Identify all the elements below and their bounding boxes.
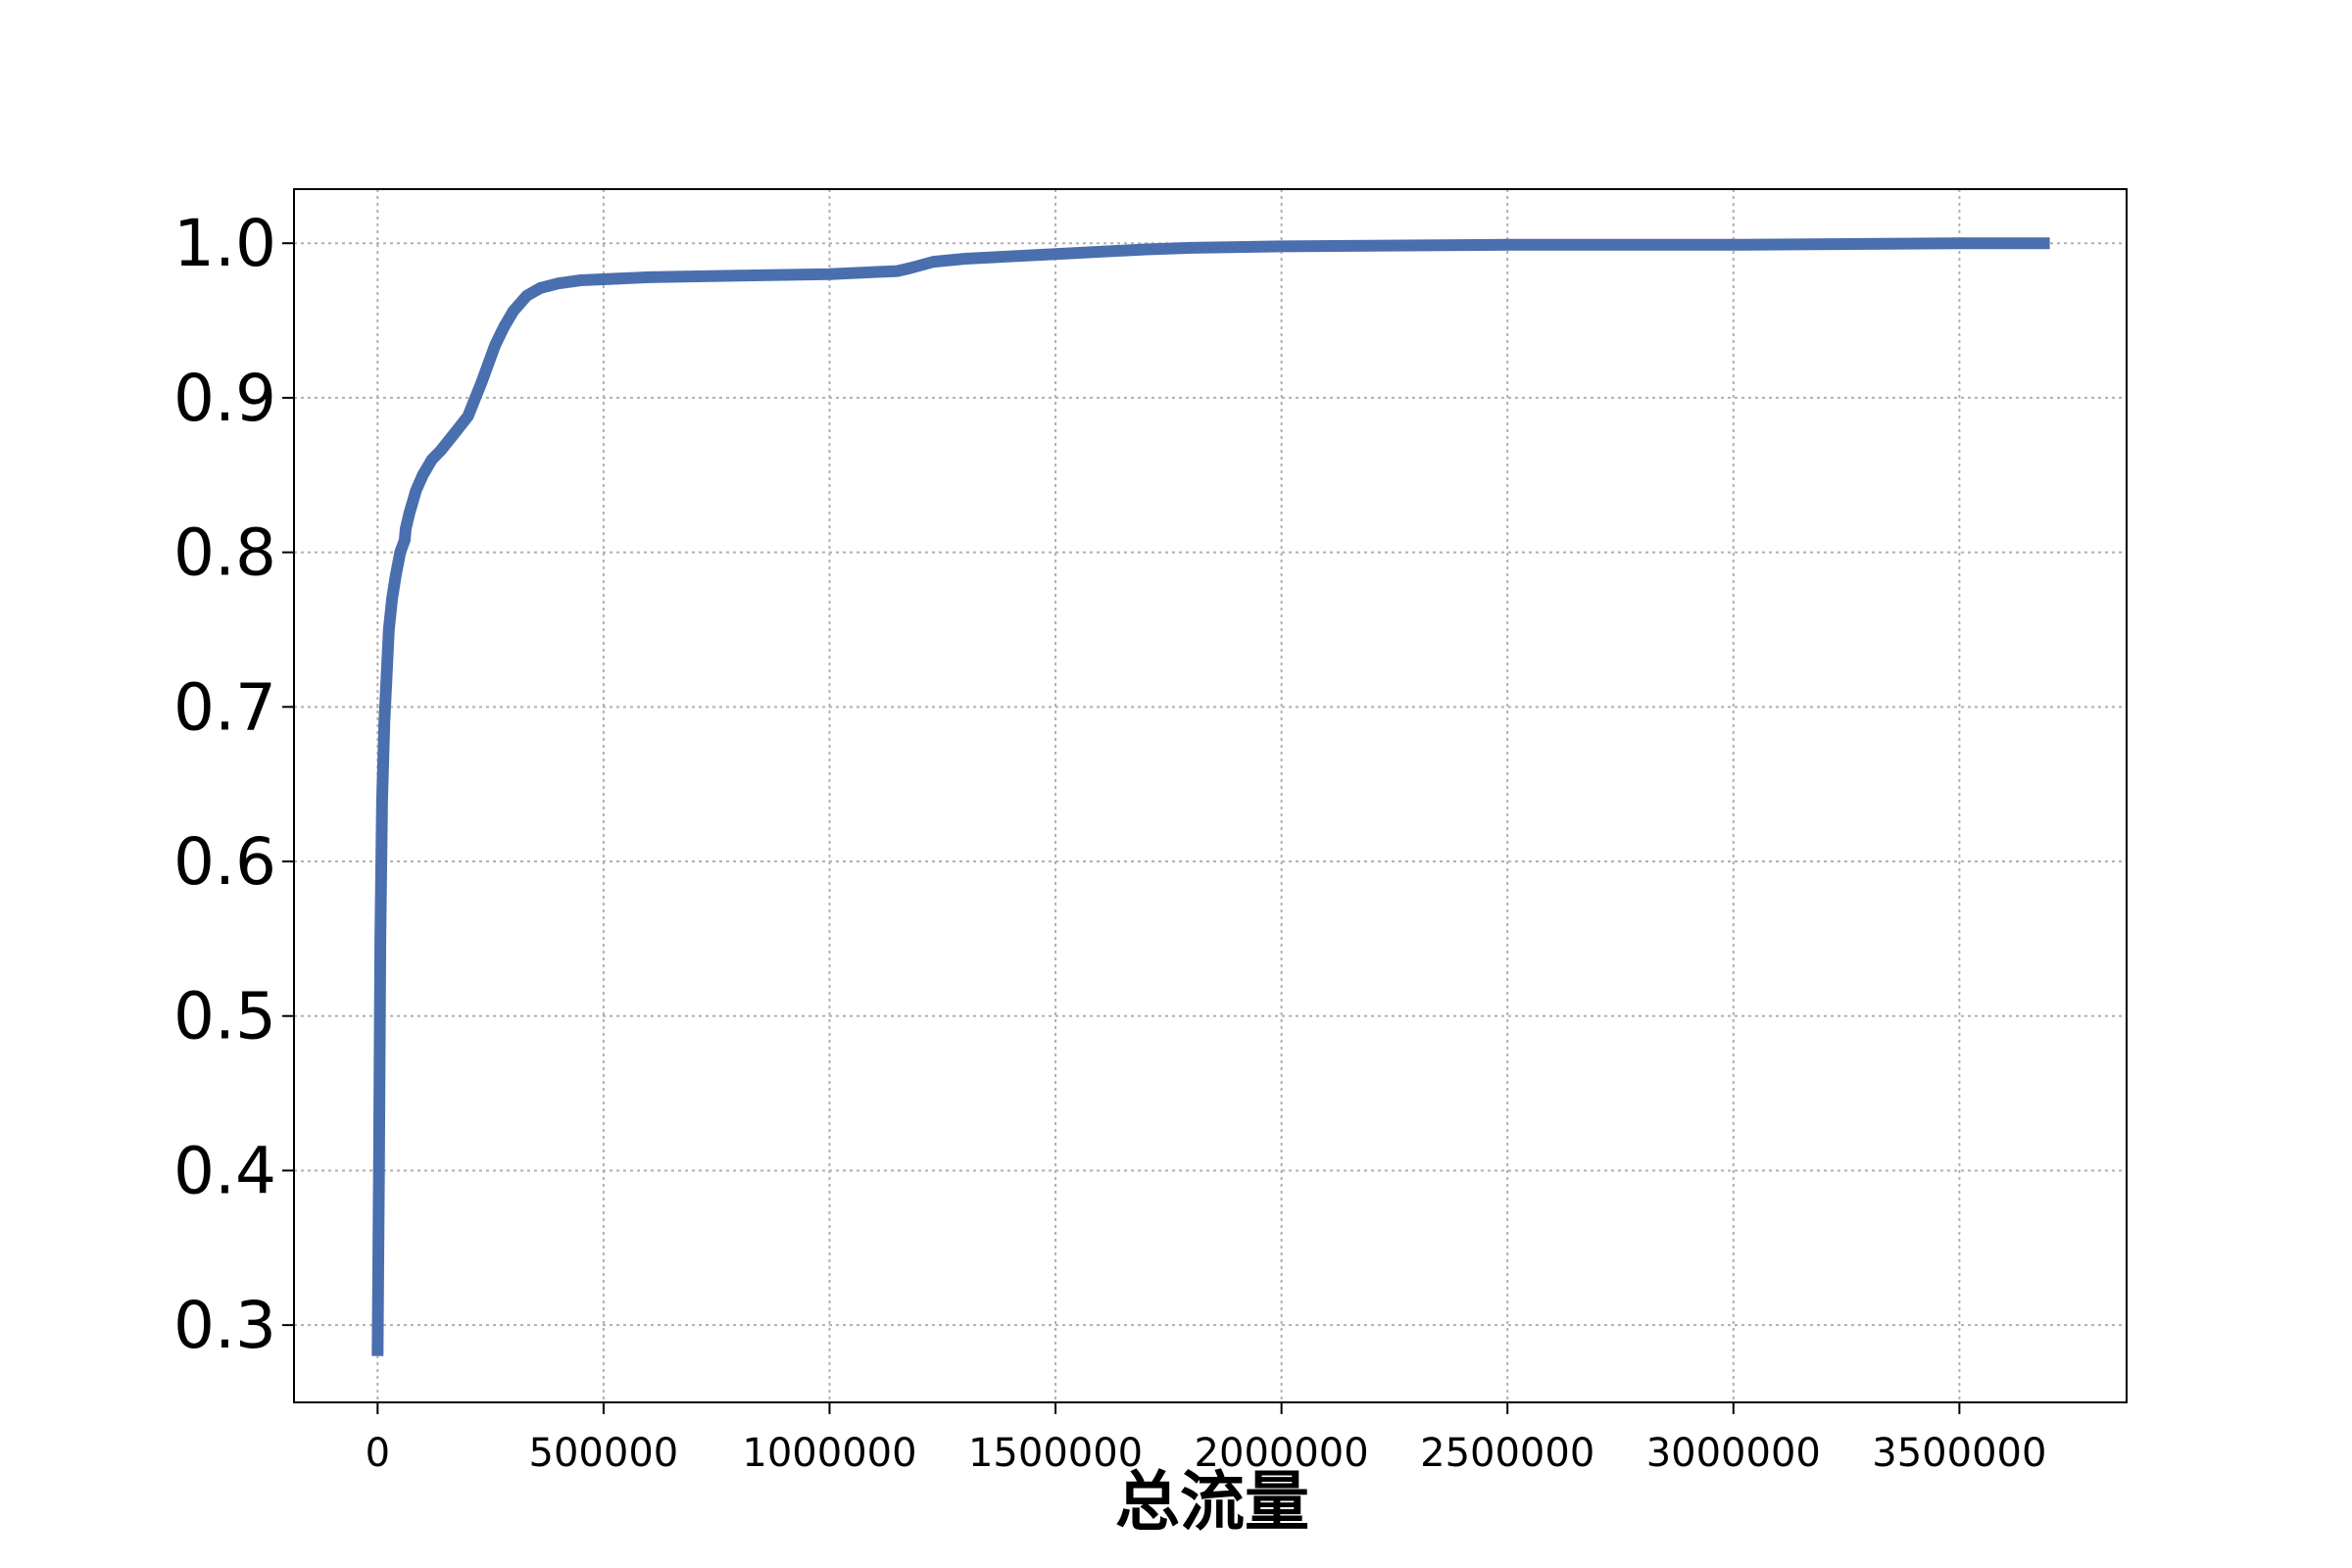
y-tick-label: 0.3: [173, 1288, 276, 1363]
y-tick-label: 1.0: [173, 206, 276, 281]
x-tick-label: 2500000: [1420, 1431, 1594, 1476]
y-tick-label: 0.9: [173, 361, 276, 436]
cdf-series-line: [371, 237, 2050, 1356]
y-axis: 0.3 0.4 0.5 0.6 0.7 0.8 0.9 1.0: [173, 206, 294, 1363]
y-tick-label: 0.8: [173, 515, 276, 591]
x-tick-label: 1000000: [742, 1431, 916, 1476]
x-tick-label: 2000000: [1195, 1431, 1369, 1476]
series-layer: [371, 237, 2050, 1356]
y-tick-label: 0.5: [173, 979, 276, 1054]
x-tick-label: 3500000: [1872, 1431, 2046, 1476]
x-tick-label: 0: [366, 1431, 390, 1476]
y-tick-label: 0.6: [173, 824, 276, 900]
x-tick-label: 1500000: [968, 1431, 1143, 1476]
x-axis-label: 总流量: [1115, 1464, 1309, 1540]
x-tick-label: 3000000: [1646, 1431, 1821, 1476]
y-tick-label: 0.4: [173, 1133, 276, 1208]
x-tick-label: 500000: [529, 1431, 679, 1476]
grid-lines: [294, 189, 2127, 1402]
plot-frame: [293, 188, 2128, 1403]
y-tick-label: 0.7: [173, 669, 276, 745]
x-axis: 0 500000 1000000 1500000 2000000 2500000 30000…: [366, 1402, 2046, 1476]
